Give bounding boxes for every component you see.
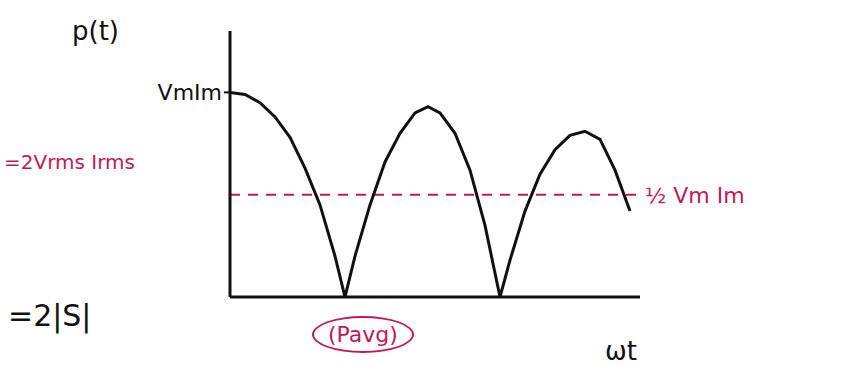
html-text:=2Vrms Irms: =2Vrms Irms: [4, 150, 135, 174]
html-text:(Pavg): (Pavg): [328, 322, 398, 347]
html-text:ωt: ωt: [605, 336, 637, 366]
svg-text:VmIm: VmIm: [158, 80, 222, 105]
html-text:=2|S|: =2|S|: [8, 298, 92, 333]
html-text:p(t): p(t): [72, 16, 119, 46]
svg-text:½ Vm Im: ½ Vm Im: [645, 183, 745, 208]
